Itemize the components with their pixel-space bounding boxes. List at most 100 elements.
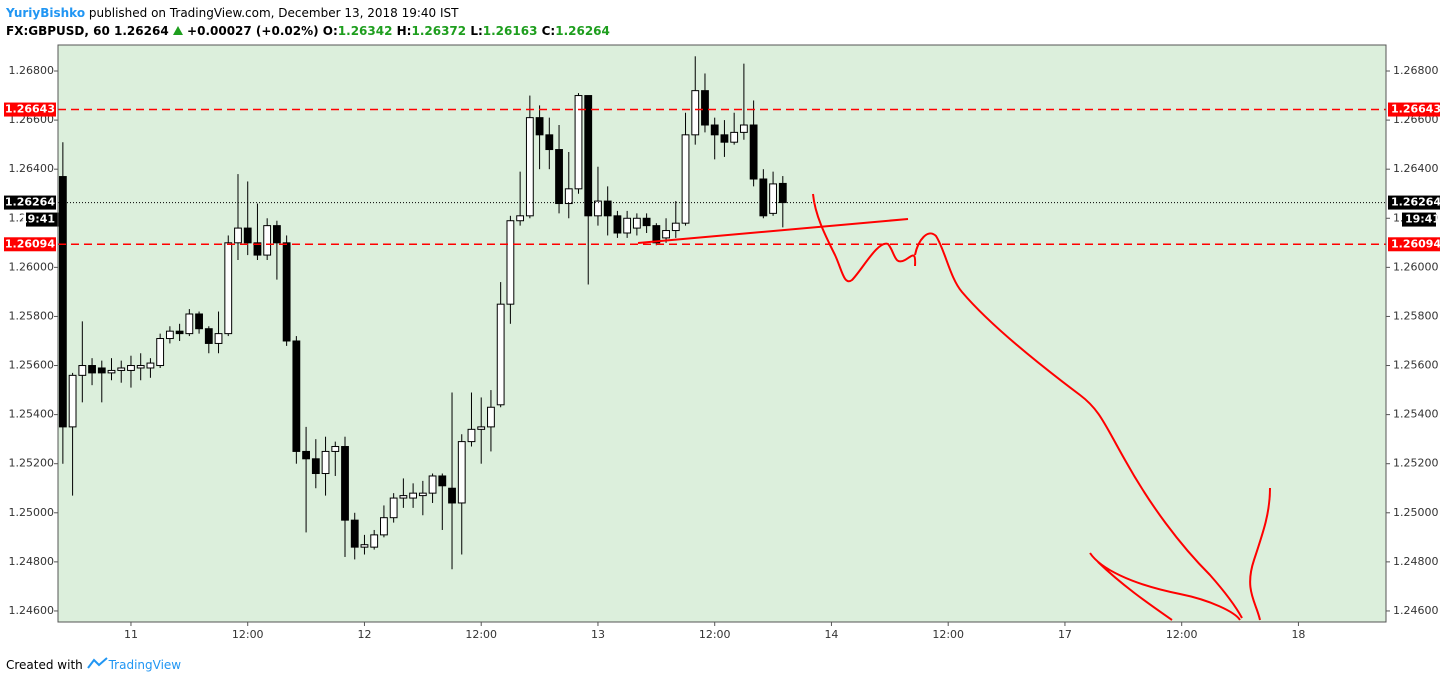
y-tick-label: 1.25000 (1393, 506, 1439, 519)
candle-body (370, 534, 379, 548)
candle-body (681, 134, 690, 224)
candle-body (613, 215, 622, 234)
candle-body (234, 227, 242, 244)
y-tick-label: 1.25600 (1393, 359, 1439, 372)
candle-body (477, 426, 486, 430)
price-label-box (4, 102, 56, 117)
candle-body (185, 313, 194, 335)
candle-body (652, 225, 661, 244)
price-label: 1.26094 (5, 237, 55, 250)
trend-line (637, 218, 909, 244)
candle-body (623, 217, 632, 234)
candle-body (389, 497, 398, 519)
candle-body (418, 492, 427, 497)
y-tick-label: 1.25000 (9, 506, 55, 519)
candle-body (516, 215, 525, 222)
drawings (637, 193, 1271, 621)
h-value: 1.26372 (411, 24, 467, 38)
price-label: 1.26643 (1391, 103, 1441, 116)
candle-body (457, 441, 466, 504)
candle-body (331, 446, 340, 452)
candle-body (399, 495, 408, 499)
candle-body (263, 225, 272, 256)
y-tick-label: 1.26000 (1393, 260, 1439, 273)
candle-body (691, 90, 700, 136)
x-tick-label: 12:00 (232, 628, 264, 641)
countdown-box (26, 212, 60, 227)
price-label-box (4, 237, 56, 252)
h-label: H: (396, 24, 412, 38)
candle-body (545, 134, 554, 151)
candle-body (165, 330, 174, 340)
c-label: C: (541, 24, 556, 38)
candle-body (341, 446, 349, 521)
chart: 1.24600 1.24600 1.24800 1.24800 1.25000 1.250… (4, 44, 1441, 641)
candle-body (428, 475, 437, 494)
y-tick-label: 1.24800 (9, 555, 55, 568)
candle-body (769, 183, 777, 214)
forecast-curve (812, 193, 1243, 619)
y-tick-label: 1.24600 (9, 604, 55, 617)
footer: Created with TradingView (6, 657, 181, 672)
candle-body (662, 230, 670, 239)
candle-body (739, 124, 748, 133)
candle-body (710, 124, 719, 136)
candle-body (224, 242, 233, 335)
plot-border (57, 44, 1387, 623)
candle-body (272, 225, 281, 244)
candle-body (564, 188, 573, 205)
candle-body (107, 369, 116, 374)
l-label: L: (470, 24, 483, 38)
candle-body (525, 117, 534, 217)
y-tick-label: 1.26400 (9, 162, 55, 175)
price-label-box (1388, 195, 1440, 210)
candle-body (321, 450, 330, 475)
symbol: FX:GBPUSD, 60 (6, 24, 110, 38)
x-tick-label: 17 (1058, 628, 1072, 641)
candle-body (535, 117, 544, 136)
x-tick-label: 12:00 (932, 628, 964, 641)
candle-body (292, 340, 301, 452)
candle-body (448, 487, 456, 504)
y-tick-label: 1.25200 (9, 457, 55, 470)
candle-body (730, 131, 739, 143)
publisher[interactable]: YuriyBishko (6, 6, 86, 20)
candle-body (496, 303, 505, 406)
price-label-box (1388, 102, 1440, 117)
candle-body (642, 217, 651, 227)
candle-body (584, 95, 593, 217)
brand[interactable]: TradingView (108, 658, 182, 672)
countdown: 19:41 (20, 213, 55, 226)
published: published on TradingView.com, December 1… (88, 6, 459, 20)
last-price: 1.26264 (114, 24, 169, 38)
price-label: 1.26643 (5, 103, 55, 116)
candle-body (78, 365, 87, 376)
candle-body (214, 333, 223, 344)
o-label: O: (322, 24, 338, 38)
y-tick-label: 1.25600 (9, 359, 55, 372)
l-value: 1.26163 (482, 24, 538, 38)
candle-body (632, 217, 641, 229)
x-tick-label: 12:00 (699, 628, 731, 641)
candle-body (574, 95, 583, 190)
candle-body (720, 134, 729, 143)
change: +0.00027 (+0.02%) (187, 24, 319, 38)
candle-body (156, 338, 165, 367)
x-tick-label: 13 (591, 628, 605, 641)
y-tick-label: 1.26800 (9, 64, 55, 77)
candle-body (778, 182, 787, 204)
candle-body (506, 220, 515, 305)
candle-body (555, 149, 563, 205)
c-value: 1.26264 (555, 24, 610, 38)
y-tick-label: 1.26000 (9, 260, 55, 273)
symbol-line: FX:GBPUSD, 60 1.26264 +0.00027 (+0.02%) … (6, 22, 610, 40)
candle-body (195, 313, 203, 330)
candle-body (603, 200, 612, 217)
candle-body (311, 458, 320, 475)
y-tick-label: 1.25400 (9, 408, 55, 421)
price-label-box (1388, 237, 1440, 252)
candle-body (467, 428, 476, 443)
candle-body (671, 222, 680, 232)
candle-body (127, 365, 135, 371)
y-tick-label: 1.25200 (1393, 457, 1439, 470)
